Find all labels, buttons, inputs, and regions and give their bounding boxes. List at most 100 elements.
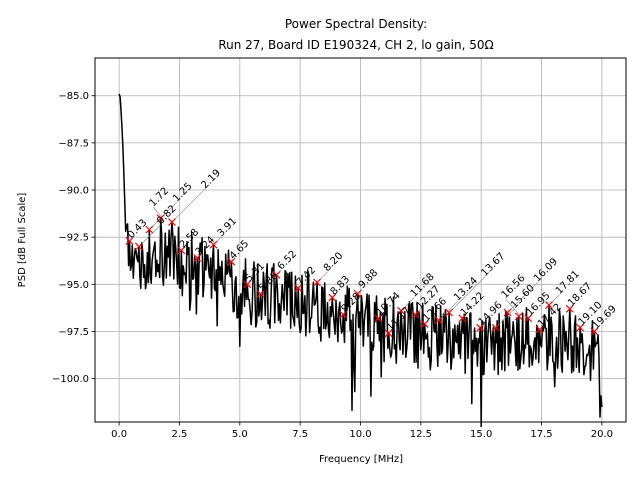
- peak-marker-stroke: [590, 327, 599, 336]
- peak-marker: [458, 314, 467, 323]
- peak-markers: [125, 214, 599, 338]
- peak-marker-stroke: [135, 242, 143, 251]
- peak-marker: [339, 310, 348, 319]
- peak-marker: [397, 306, 405, 315]
- x-tick-label: 12.5: [410, 429, 432, 440]
- peak-marker: [491, 323, 500, 332]
- peak-marker-stroke: [420, 320, 429, 328]
- peak-marker: [243, 280, 252, 289]
- peak-marker-stroke: [339, 310, 348, 319]
- chart-subtitle: Run 27, Board ID E190324, CH 2, lo gain,…: [218, 38, 493, 52]
- peak-marker-stroke: [491, 323, 500, 332]
- peak-marker: [168, 218, 176, 227]
- peak-marker-stroke: [535, 325, 544, 334]
- peak-marker: [374, 314, 383, 323]
- grid: [95, 58, 626, 422]
- x-axis-ticks: 0.0 2.5 5.0 7.5 10.0 12.5 15.0 17.5 20.0: [111, 422, 613, 440]
- y-axis-ticks: −85.0 −87.5 −90.0 −92.5 −95.0 −97.5 −100.0: [52, 91, 95, 385]
- peak-marker-stroke: [294, 284, 303, 293]
- peak-marker-stroke: [145, 225, 154, 234]
- peak-marker-stroke: [125, 237, 134, 245]
- peak-marker: [411, 310, 420, 319]
- peak-marker: [125, 237, 134, 245]
- peak-label-leader: [139, 224, 161, 246]
- peak-label-leader: [508, 282, 538, 312]
- peak-marker: [545, 301, 553, 309]
- peak-marker: [524, 314, 533, 323]
- x-tick-label: 0.0: [111, 429, 127, 440]
- peak-marker-stroke: [374, 314, 383, 323]
- peak-label-leader: [496, 308, 515, 327]
- y-tick-label: −92.5: [58, 233, 89, 244]
- peak-marker-stroke: [524, 314, 533, 323]
- y-axis-label: PSD [dB Full Scale]: [17, 193, 28, 288]
- peak-marker-stroke: [576, 323, 585, 332]
- peak-marker-stroke: [168, 218, 176, 227]
- peak-marker: [384, 329, 393, 338]
- peak-marker: [177, 246, 186, 255]
- peak-marker-stroke: [503, 308, 512, 317]
- y-tick-label: −85.0: [58, 91, 89, 102]
- chart-title: Power Spectral Density:: [285, 17, 427, 31]
- peak-marker: [313, 278, 321, 287]
- peak-marker: [445, 308, 454, 317]
- x-tick-label: 2.5: [172, 429, 188, 440]
- peak-label-leader: [505, 298, 521, 316]
- x-tick-label: 15.0: [470, 429, 492, 440]
- peak-label-leader: [172, 188, 206, 222]
- peak-marker: [590, 327, 599, 336]
- peak-marker: [503, 308, 512, 317]
- x-tick-label: 10.0: [349, 429, 371, 440]
- psd-line: [118, 93, 603, 428]
- peak-marker: [328, 293, 337, 302]
- peak-marker-stroke: [458, 314, 467, 323]
- peak-marker-stroke: [313, 278, 321, 287]
- y-tick-label: −100.0: [52, 374, 89, 385]
- peak-marker-stroke: [476, 323, 485, 332]
- peak-marker: [156, 214, 165, 223]
- y-tick-label: −95.0: [58, 280, 89, 291]
- peak-marker: [272, 270, 281, 279]
- peak-label-leader: [449, 276, 486, 312]
- peak-marker: [353, 289, 362, 298]
- peak-marker-stroke: [272, 270, 281, 279]
- x-tick-label: 17.5: [530, 429, 552, 440]
- series-layer: [118, 93, 603, 428]
- peak-marker-stroke: [397, 306, 405, 315]
- peak-marker: [135, 242, 143, 251]
- x-tick-label: 7.5: [292, 429, 308, 440]
- peak-marker: [209, 240, 218, 249]
- peak-marker-stroke: [514, 312, 523, 321]
- peak-marker-stroke: [209, 240, 218, 249]
- peak-marker: [420, 320, 429, 328]
- peak-label-leader: [439, 300, 458, 320]
- peak-marker: [476, 323, 485, 332]
- peak-marker-stroke: [434, 316, 443, 325]
- peak-marker: [514, 312, 523, 321]
- peak-marker-stroke: [565, 304, 574, 313]
- peak-marker-stroke: [328, 293, 337, 302]
- peak-marker: [434, 316, 443, 325]
- peak-marker: [145, 225, 154, 234]
- peak-label-leader: [153, 206, 162, 218]
- peak-marker-stroke: [384, 329, 393, 338]
- peak-marker: [535, 325, 544, 334]
- peak-marker: [193, 253, 202, 262]
- peak-marker-stroke: [256, 289, 265, 298]
- peak-marker-stroke: [445, 308, 454, 317]
- peak-marker-stroke: [411, 310, 420, 319]
- y-tick-label: −97.5: [58, 327, 89, 338]
- y-tick-label: −90.0: [58, 186, 89, 197]
- peak-marker: [576, 323, 585, 332]
- peak-marker-stroke: [156, 214, 165, 223]
- peak-marker: [227, 257, 236, 266]
- peak-marker-stroke: [227, 257, 236, 266]
- y-tick-label: −87.5: [58, 138, 89, 149]
- peak-marker-stroke: [193, 253, 202, 262]
- peak-marker-stroke: [177, 246, 186, 255]
- peak-marker-stroke: [545, 301, 553, 309]
- peak-marker: [256, 289, 265, 298]
- x-axis-label: Frequency [MHz]: [319, 454, 403, 465]
